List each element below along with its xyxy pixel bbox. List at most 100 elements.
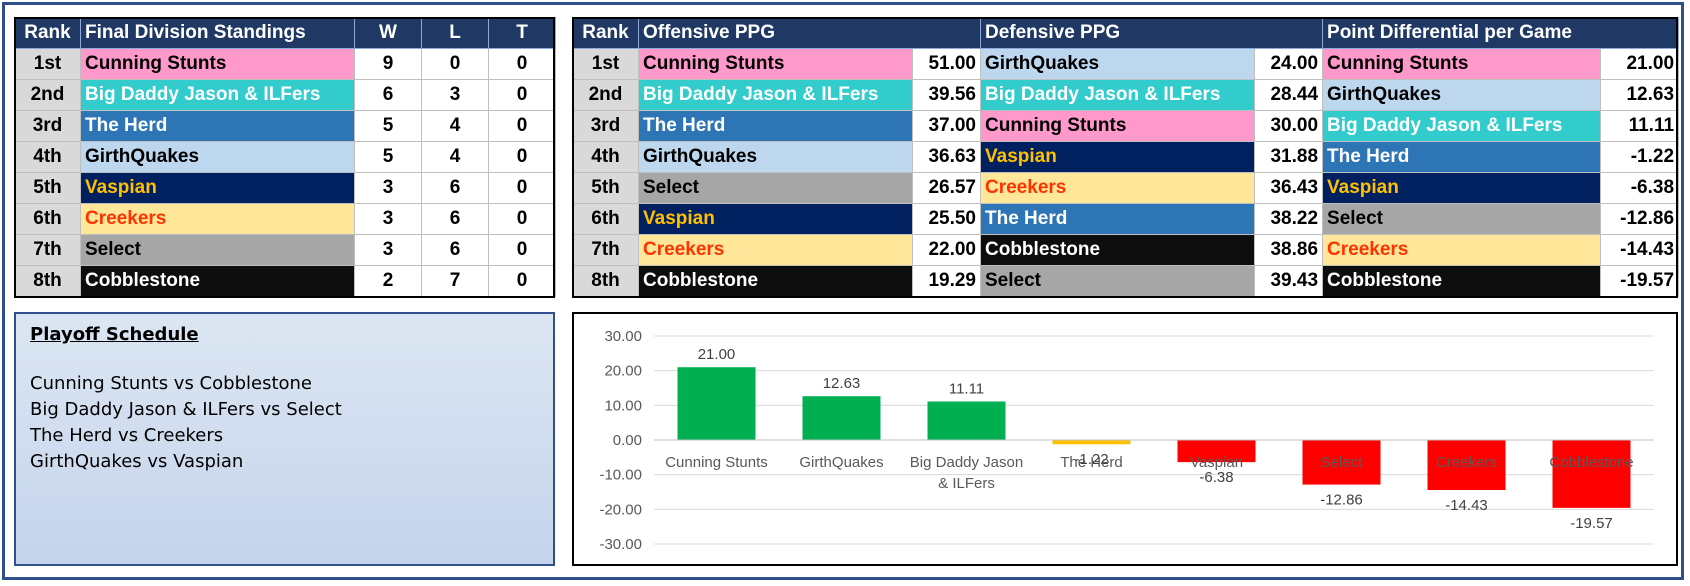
data-label: -19.57 [1570,515,1613,532]
ties-cell: 0 [488,203,556,235]
standings-header-row: Rank Final Division Standings W L T [14,17,556,49]
y-tick-label: -30.00 [599,536,642,553]
offense-ppg-cell: 25.50 [912,203,981,235]
differential-value-cell: 21.00 [1600,48,1680,80]
team-cell: Select [80,234,355,266]
rank-cell: 4th [572,141,639,173]
wins-cell: 3 [354,172,422,204]
data-label: 11.11 [949,380,984,397]
defense-ppg-cell: 31.88 [1253,141,1324,173]
losses-cell: 6 [421,203,489,235]
y-tick-label: -10.00 [599,467,642,484]
differential-team-cell: Cunning Stunts [1322,48,1602,80]
offense-team-cell: Big Daddy Jason & ILFers [638,79,913,111]
offense-team-cell: Vaspian [638,203,913,235]
standings-team-header: Final Division Standings [80,17,355,49]
rank-cell: 7th [572,234,639,266]
defense-team-cell: Big Daddy Jason & ILFers [980,79,1255,111]
playoff-matchup: The Herd vs Creekers [30,425,224,446]
offense-ppg-cell: 26.57 [912,172,981,204]
defense-ppg-cell: 28.44 [1253,79,1324,111]
team-cell: Cunning Stunts [80,48,355,80]
bar [1427,440,1506,491]
offense-team-cell: Select [638,172,913,204]
offense-team-cell: Creekers [638,234,913,266]
stats-row: 1st Cunning Stunts 51.00 GirthQuakes 24.00 Cu… [572,48,1680,80]
differential-team-cell: The Herd [1322,141,1602,173]
category-label: Select [1321,454,1364,471]
playoff-schedule-title: Playoff Schedule [30,324,199,345]
ties-cell: 0 [488,172,556,204]
standings-row: 7th Select 3 6 0 [14,234,556,266]
defense-team-cell: Select [980,265,1255,297]
rank-cell: 5th [14,172,81,204]
stats-row: 4th GirthQuakes 36.63 Vaspian 31.88 The Herd -… [572,141,1680,173]
category-label: Big Daddy Jason [910,454,1023,471]
wins-cell: 3 [354,203,422,235]
data-label: 12.63 [823,375,861,392]
stats-rank-header: Rank [572,17,639,49]
rank-cell: 3rd [14,110,81,142]
data-label: -14.43 [1445,497,1488,514]
stats-row: 5th Select 26.57 Creekers 36.43 Vaspian -6.38 [572,172,1680,204]
y-tick-label: 20.00 [604,363,642,380]
rank-cell: 2nd [14,79,81,111]
offense-ppg-cell: 36.63 [912,141,981,173]
ties-cell: 0 [488,265,556,297]
playoff-matchup: Cunning Stunts vs Cobblestone [30,373,312,394]
category-label: Vaspian [1190,454,1243,471]
defense-team-cell: The Herd [980,203,1255,235]
defense-team-cell: GirthQuakes [980,48,1255,80]
ties-cell: 0 [488,48,556,80]
differential-value-cell: 11.11 [1600,110,1680,142]
data-label: 21.00 [698,346,736,363]
data-label: -1.22 [1074,451,1108,468]
stats-row: 7th Creekers 22.00 Cobblestone 38.86 Creekers… [572,234,1680,266]
stats-row: 3rd The Herd 37.00 Cunning Stunts 30.00 Big D… [572,110,1680,142]
standings-row: 5th Vaspian 3 6 0 [14,172,556,204]
rank-cell: 8th [14,265,81,297]
team-cell: Cobblestone [80,265,355,297]
playoff-schedule-panel: Playoff Schedule Cunning Stunts vs Cobbl… [14,312,555,566]
standings-table: Rank Final Division Standings W L T 1st C… [14,17,556,297]
wins-cell: 5 [354,141,422,173]
losses-cell: 7 [421,265,489,297]
bar [1552,440,1631,508]
team-cell: Vaspian [80,172,355,204]
standings-row: 4th GirthQuakes 5 4 0 [14,141,556,173]
standings-w-header: W [354,17,422,49]
y-tick-label: 10.00 [604,397,642,414]
ties-cell: 0 [488,110,556,142]
offense-ppg-cell: 19.29 [912,265,981,297]
defense-team-cell: Creekers [980,172,1255,204]
wins-cell: 3 [354,234,422,266]
defense-ppg-cell: 24.00 [1253,48,1324,80]
rank-cell: 3rd [572,110,639,142]
rank-cell: 7th [14,234,81,266]
differential-value-cell: 12.63 [1600,79,1680,111]
differential-team-cell: Vaspian [1322,172,1602,204]
offense-team-cell: GirthQuakes [638,141,913,173]
standings-l-header: L [421,17,489,49]
losses-cell: 3 [421,79,489,111]
category-label: GirthQuakes [799,454,883,471]
rank-cell: 6th [14,203,81,235]
defense-ppg-cell: 30.00 [1253,110,1324,142]
standings-row: 8th Cobblestone 2 7 0 [14,265,556,297]
category-label: The Herd [1060,454,1123,471]
losses-cell: 4 [421,110,489,142]
differential-team-cell: Big Daddy Jason & ILFers [1322,110,1602,142]
offense-ppg-cell: 22.00 [912,234,981,266]
bar [1052,440,1131,445]
team-cell: GirthQuakes [80,141,355,173]
losses-cell: 4 [421,141,489,173]
point-differential-chart: 30.00 20.00 10.00 0.00 -10.00 -20.00 -30.00 21.… [599,328,1654,553]
stats-table: Rank Offensive PPG Defensive PPG Point D… [572,17,1680,297]
defensive-ppg-header: Defensive PPG [979,17,1324,49]
category-label: Cobblestone [1549,454,1633,471]
team-cell: Creekers [80,203,355,235]
ties-cell: 0 [488,79,556,111]
standings-rank-header: Rank [14,17,81,49]
differential-team-cell: Select [1322,203,1602,235]
differential-team-cell: Creekers [1322,234,1602,266]
